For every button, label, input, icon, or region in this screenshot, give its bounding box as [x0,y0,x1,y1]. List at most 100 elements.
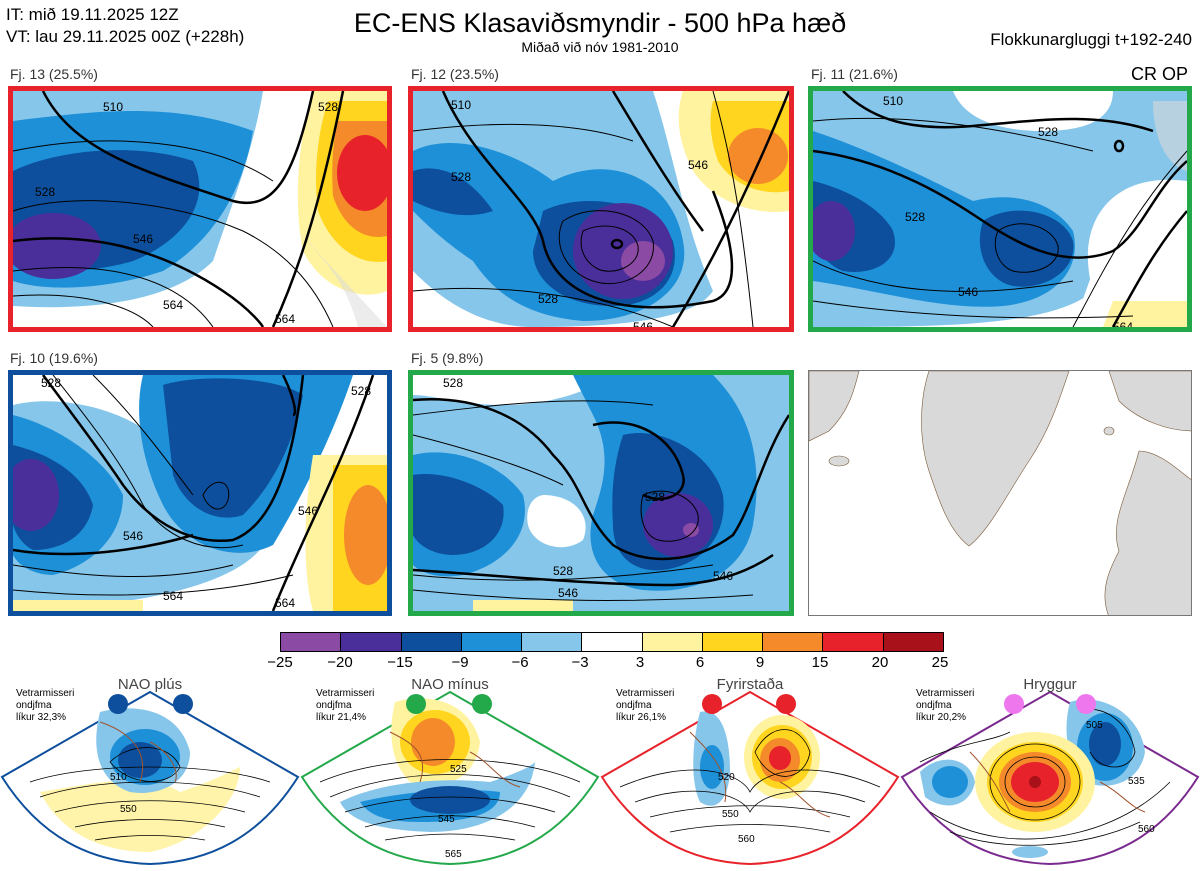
regime-contour-label: 565 [445,849,462,860]
regime-title: Hryggur [1023,676,1077,693]
contour-label: 546 [123,529,143,543]
colorbar-swatch [281,633,342,651]
regime-info-line: líkur 20,2% [916,712,967,723]
contour-label: 564 [1113,320,1133,327]
colorbar-tick: −3 [571,654,589,671]
colorbar-swatch [702,633,764,651]
regime-dot [702,694,722,714]
colorbar-tick: −6 [511,654,529,671]
regime-dot [173,694,193,714]
page-title: EC-ENS Klasaviðsmyndir - 500 hPa hæð [353,8,847,38]
regime-contour-label: 550 [120,804,137,815]
cluster-map-4[interactable]: 528 546 564 564 546 528 [8,370,392,616]
contour-label: 510 [451,98,471,112]
regime-ridge[interactable]: 505 535 560 Hryggur Vetrarmisseri ondjfm… [900,672,1200,868]
regime-dot [472,694,492,714]
regime-info-line: Vetrarmisseri [16,688,75,699]
regime-contour-label: 520 [718,772,735,783]
colorbar-swatch [883,633,943,651]
contour-label: 546 [558,586,578,600]
regime-info-line: ondjfma [916,700,952,711]
contour-label: 546 [958,285,978,299]
regime-contour-label: 525 [450,764,467,775]
regime-nao-plus[interactable]: 510 550 NAO plús Vetrarmisseri ondjfma l… [0,672,300,868]
colorbar-swatch [461,633,523,651]
colorbar-tick: −15 [387,654,413,671]
contour-label: 564 [163,298,183,312]
cluster-map-3[interactable]: 510 528 528 546 564 [808,86,1192,332]
contour-label: 528 [443,376,463,390]
colorbar-swatch [582,633,643,651]
init-time: IT: mið 19.11.2025 12Z [6,5,179,24]
regime-title: NAO mínus [411,676,489,693]
panel-label-1: Fj. 13 (25.5%) [10,66,98,82]
contour-label: 528 [905,210,925,224]
regime-contour-label: 560 [738,834,755,845]
contour-label: 528 [538,292,558,306]
panel-label-3: Fj. 11 (21.6%) [811,66,898,82]
panel-label-2: Fj. 12 (23.5%) [411,66,499,82]
contour-label: 564 [163,589,183,603]
page-subtitle: Miðað við nóv 1981-2010 [521,39,679,55]
regime-info: Vetrarmisseri ondjfma líkur 32,3% [16,688,74,724]
contour-label: 510 [883,94,903,108]
contour-label: 528 [351,384,371,398]
regime-contour-label: 545 [438,814,455,825]
regime-dot [1004,694,1024,714]
colorbar-tick: −25 [267,654,293,671]
regime-blocking[interactable]: 520 550 560 Fyrirstaða Vetrarmisseri ond… [600,672,900,868]
colorbar-swatch [522,633,583,651]
colorbar-tick: 15 [811,654,829,671]
regime-title: NAO plús [117,676,183,693]
regime-contour-label: 510 [110,772,127,783]
contour-label: 528 [553,564,573,578]
colorbar-tick: 20 [871,654,889,671]
regime-dot [108,694,128,714]
colorbar-swatch [823,633,884,651]
regime-contour-label: 550 [722,809,739,820]
regime-info-line: ondjfma [16,700,52,711]
colorbar-swatch [763,633,824,651]
header-info: IT: mið 19.11.2025 12Z VT: lau 29.11.202… [6,4,244,48]
cluster-map-1[interactable]: 510 528 546 564 564 528 [8,86,392,332]
contour-label: 528 [451,170,471,184]
regime-dot [1076,694,1096,714]
contour-label: 546 [298,504,318,518]
valid-time: VT: lau 29.11.2025 00Z (+228h) [6,27,245,46]
colorbar-tick: 3 [635,654,645,671]
panel-label-5: Fj. 5 (9.8%) [411,350,484,366]
cluster-map-5[interactable]: 528 528 528 546 546 [408,370,794,616]
regime-info-line: líkur 26,1% [616,712,667,723]
panel-label-4: Fj. 10 (19.6%) [10,350,98,366]
contour-label: 564 [275,312,295,326]
regime-title: Fyrirstaða [716,676,784,693]
contour-label: 546 [133,232,153,246]
contour-label: 546 [713,569,733,583]
contour-label: 564 [275,596,295,610]
regime-dot [406,694,426,714]
colorbar-swatch [341,633,402,651]
colorbar-tick: −9 [451,654,469,671]
regime-info: Vetrarmisseri ondjfma líkur 20,2% [916,688,974,724]
regime-nao-minus[interactable]: 525 545 565 NAO mínus Vetrarmisseri ondj… [300,672,600,868]
colorbar-tick: 9 [755,654,765,671]
cluster-map-2[interactable]: 510 528 528 546 546 [408,86,794,332]
regime-info-line: líkur 32,3% [16,712,67,723]
regime-contour-label: 505 [1086,720,1103,731]
regime-contour-label: 560 [1138,824,1155,835]
contour-label: 510 [103,100,123,114]
regime-info-line: Vetrarmisseri [316,688,375,699]
colorbar-swatch [401,633,462,651]
colorbar [280,632,944,652]
colorbar-tick: 25 [931,654,949,671]
colorbar-tick: 6 [695,654,705,671]
contour-label: 528 [35,185,55,199]
regime-info-line: líkur 21,4% [316,712,367,723]
regime-contour-label: 535 [1128,776,1145,787]
regime-info-line: Vetrarmisseri [616,688,675,699]
crop-label: CR OP [1130,64,1188,84]
colorbar-tick: −20 [327,654,353,671]
contour-label: 546 [633,320,653,327]
colorbar-swatch [642,633,703,651]
reference-map [808,370,1192,616]
